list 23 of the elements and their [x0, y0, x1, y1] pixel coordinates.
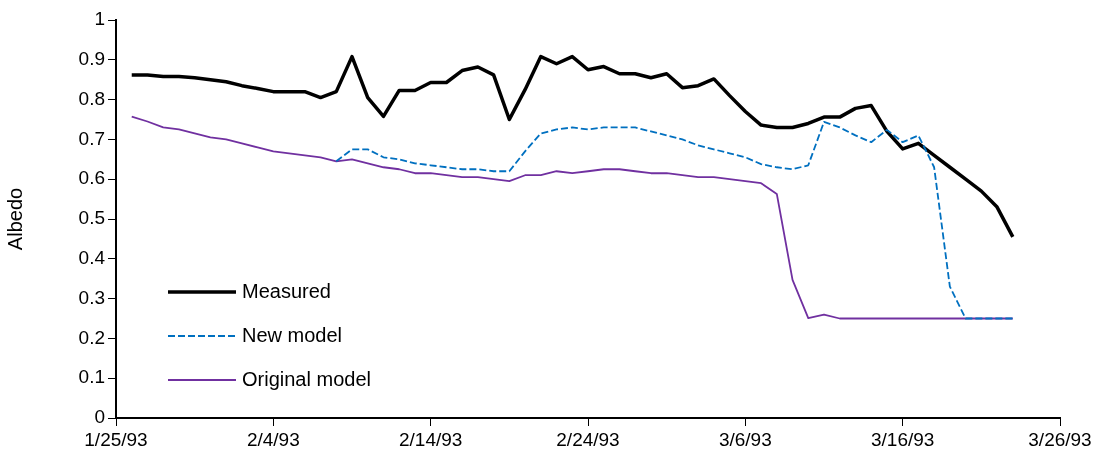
y-tick-label: 0.4: [78, 247, 106, 269]
y-tick-label: 0.2: [78, 326, 105, 348]
x-tick-label: 3/16/93: [870, 428, 935, 450]
legend-label: Original model: [242, 367, 371, 390]
y-axis-title: Albedo: [3, 187, 26, 251]
x-tick-label: 1/25/93: [84, 428, 148, 450]
y-tick-label: 0.1: [78, 366, 105, 388]
line-series: [335, 120, 1014, 320]
x-tick-label: 2/4/93: [246, 428, 300, 450]
y-tick-label: 0.3: [78, 286, 105, 308]
x-tick-label: 3/26/93: [1028, 428, 1092, 450]
y-tick-label: 0.7: [78, 127, 105, 149]
x-tick-label: 2/14/93: [398, 428, 463, 450]
y-tick-label: 0.9: [78, 48, 105, 70]
y-tick-label: 0.6: [78, 167, 105, 189]
y-tick-label: 0.8: [78, 87, 105, 109]
x-tick-label: 3/6/93: [718, 428, 772, 450]
legend-label: Measured: [242, 279, 331, 302]
legend-label: New model: [242, 323, 343, 346]
y-tick-label: 0: [94, 406, 105, 428]
x-tick-label: 2/24/93: [556, 428, 620, 450]
y-tick-label: 0.5: [78, 207, 105, 229]
y-tick-label: 1: [94, 8, 105, 30]
